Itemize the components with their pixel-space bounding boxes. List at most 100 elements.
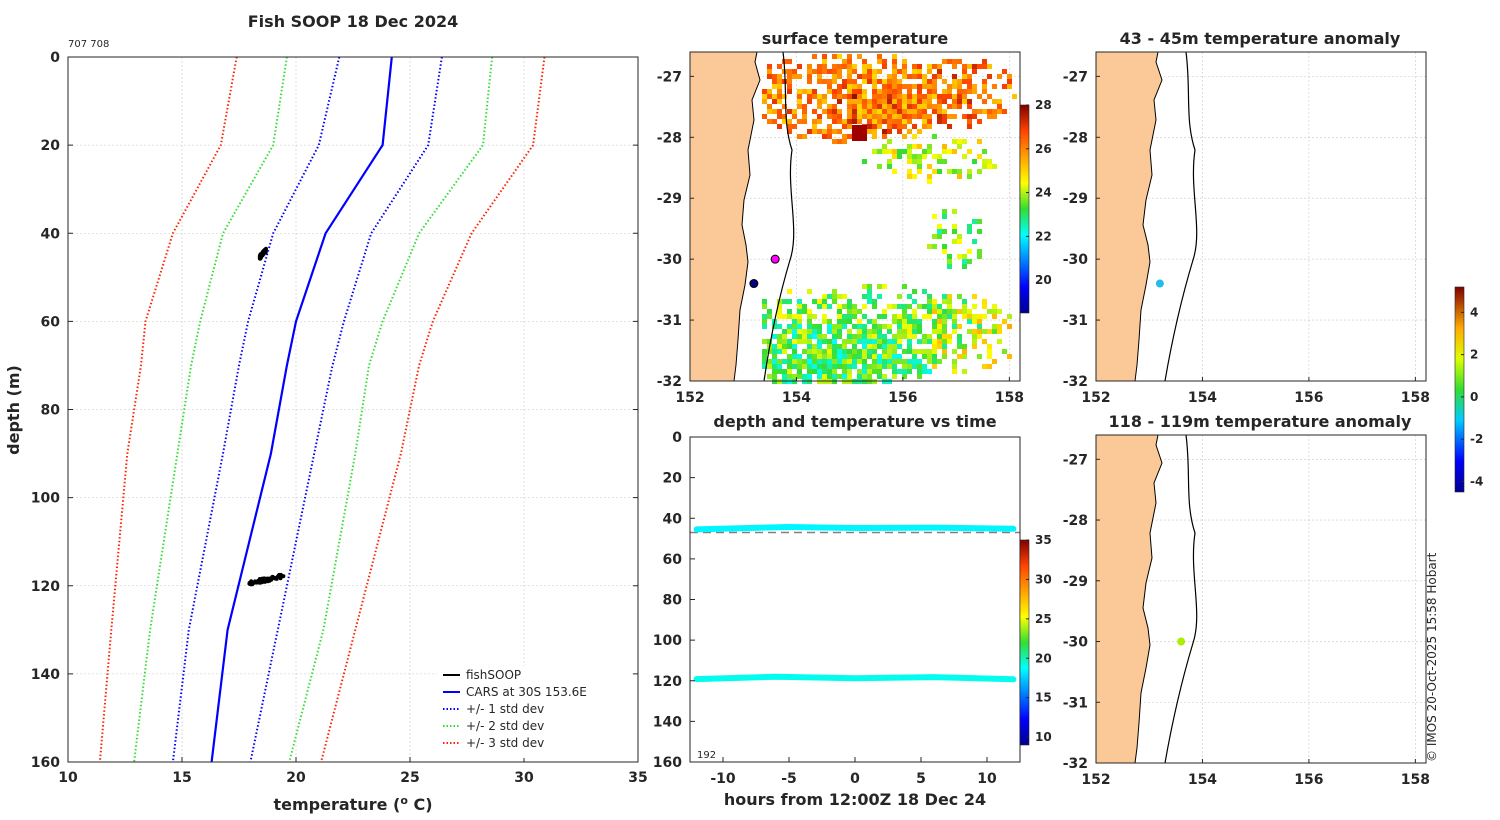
sst-cell bbox=[952, 319, 957, 324]
colorbar-tick-label: 0 bbox=[1470, 390, 1478, 404]
sst-cell bbox=[997, 109, 1002, 114]
sst-cell bbox=[837, 99, 842, 104]
sst-cell bbox=[762, 319, 767, 324]
sst-cell bbox=[912, 94, 917, 99]
sst-cell bbox=[872, 89, 877, 94]
sst-cell bbox=[947, 264, 952, 269]
sst-cell bbox=[817, 344, 822, 349]
sst-cell bbox=[872, 114, 877, 119]
fishsoop-point bbox=[251, 581, 255, 586]
sst-cell bbox=[972, 114, 977, 119]
anom1-point-1 bbox=[1155, 279, 1164, 288]
sst-cell bbox=[982, 164, 987, 169]
sst-cell bbox=[857, 354, 862, 359]
sst-cell bbox=[922, 314, 927, 319]
sst-cell bbox=[892, 169, 897, 174]
sst-cell bbox=[867, 329, 872, 334]
sst-cell bbox=[902, 284, 907, 289]
sst-cell bbox=[897, 109, 902, 114]
sst-cell bbox=[787, 324, 792, 329]
sst-cell bbox=[902, 364, 907, 369]
sst-cell bbox=[942, 349, 947, 354]
sst-cell bbox=[862, 349, 867, 354]
sst-cell bbox=[907, 119, 912, 124]
sst-cell bbox=[932, 109, 937, 114]
sst-cell bbox=[847, 374, 852, 379]
sst-cell bbox=[762, 349, 767, 354]
sst-cell bbox=[997, 339, 1002, 344]
sst-cell bbox=[992, 84, 997, 89]
sst-cell bbox=[977, 94, 982, 99]
sst-cell bbox=[822, 79, 827, 84]
sst-cell bbox=[797, 374, 802, 379]
sst-cell bbox=[807, 69, 812, 74]
lon-tick-label: 156 bbox=[1294, 390, 1323, 406]
sst-cell bbox=[957, 334, 962, 339]
sst-cell bbox=[927, 119, 932, 124]
sst-cell bbox=[847, 134, 852, 139]
legend-label-std2: +/- 2 std dev bbox=[466, 719, 544, 733]
sst-cell bbox=[847, 329, 852, 334]
sst-cell bbox=[852, 309, 857, 314]
sst-cell bbox=[832, 64, 837, 69]
sst-cell bbox=[992, 309, 997, 314]
sst-marker-2 bbox=[749, 279, 759, 289]
sst-cell bbox=[947, 84, 952, 89]
sst-cell bbox=[912, 104, 917, 109]
sst-cell bbox=[902, 104, 907, 109]
sst-land bbox=[689, 51, 761, 382]
sst-cell bbox=[937, 234, 942, 239]
sst-cell bbox=[897, 329, 902, 334]
sst-cell bbox=[777, 369, 782, 374]
sst-cell bbox=[872, 364, 877, 369]
sst-cell bbox=[872, 94, 877, 99]
sst-cell bbox=[827, 324, 832, 329]
sst-cell bbox=[862, 354, 867, 359]
sst-cell bbox=[797, 89, 802, 94]
lat-tick-label: -29 bbox=[657, 191, 682, 207]
sst-cell bbox=[912, 99, 917, 104]
sst-cell bbox=[857, 94, 862, 99]
sst-cell bbox=[937, 329, 942, 334]
sst-cell bbox=[797, 334, 802, 339]
sst-cell bbox=[862, 94, 867, 99]
lat-tick-label: -31 bbox=[1063, 313, 1088, 329]
sst-cell bbox=[982, 64, 987, 69]
sst-cell bbox=[837, 374, 842, 379]
sst-cell bbox=[852, 119, 857, 124]
sst-cell bbox=[887, 74, 892, 79]
sst-cell bbox=[887, 304, 892, 309]
sst-cell bbox=[932, 79, 937, 84]
sst-cell bbox=[937, 109, 942, 114]
sst-cell bbox=[967, 224, 972, 229]
sst-cell bbox=[882, 359, 887, 364]
sst-cell bbox=[907, 314, 912, 319]
sst-cell bbox=[932, 244, 937, 249]
sst-cell bbox=[947, 339, 952, 344]
sst-cell bbox=[847, 94, 852, 99]
sst-cell bbox=[882, 324, 887, 329]
sst-cell bbox=[762, 299, 767, 304]
sst-cell bbox=[912, 84, 917, 89]
colorbar-tick-label: 26 bbox=[1035, 142, 1052, 156]
sst-cell bbox=[917, 69, 922, 74]
sst-cell bbox=[857, 324, 862, 329]
sst-cell bbox=[902, 59, 907, 64]
sst-cell bbox=[937, 324, 942, 329]
sst-cell bbox=[867, 289, 872, 294]
sst-cell bbox=[832, 139, 837, 144]
sst-cell bbox=[952, 74, 957, 79]
sst-cell bbox=[797, 324, 802, 329]
sst-cell bbox=[932, 354, 937, 359]
sst-cell bbox=[927, 299, 932, 304]
sst-cell bbox=[912, 359, 917, 364]
sst-cell bbox=[882, 339, 887, 344]
sst-cell bbox=[892, 149, 897, 154]
sst-cell bbox=[927, 359, 932, 364]
sst-cell bbox=[802, 374, 807, 379]
sst-cell bbox=[1007, 74, 1012, 79]
sst-cell bbox=[937, 319, 942, 324]
sst-cell bbox=[847, 124, 852, 129]
sst-cell bbox=[847, 59, 852, 64]
sst-cell bbox=[767, 374, 772, 379]
